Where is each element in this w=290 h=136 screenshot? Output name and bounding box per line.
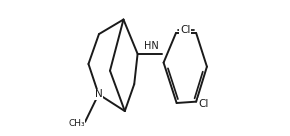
Text: N: N [95,89,102,99]
Text: CH₃: CH₃ [68,119,85,128]
Text: Cl: Cl [180,25,190,35]
Text: HN: HN [144,41,159,51]
Text: Cl: Cl [199,99,209,109]
